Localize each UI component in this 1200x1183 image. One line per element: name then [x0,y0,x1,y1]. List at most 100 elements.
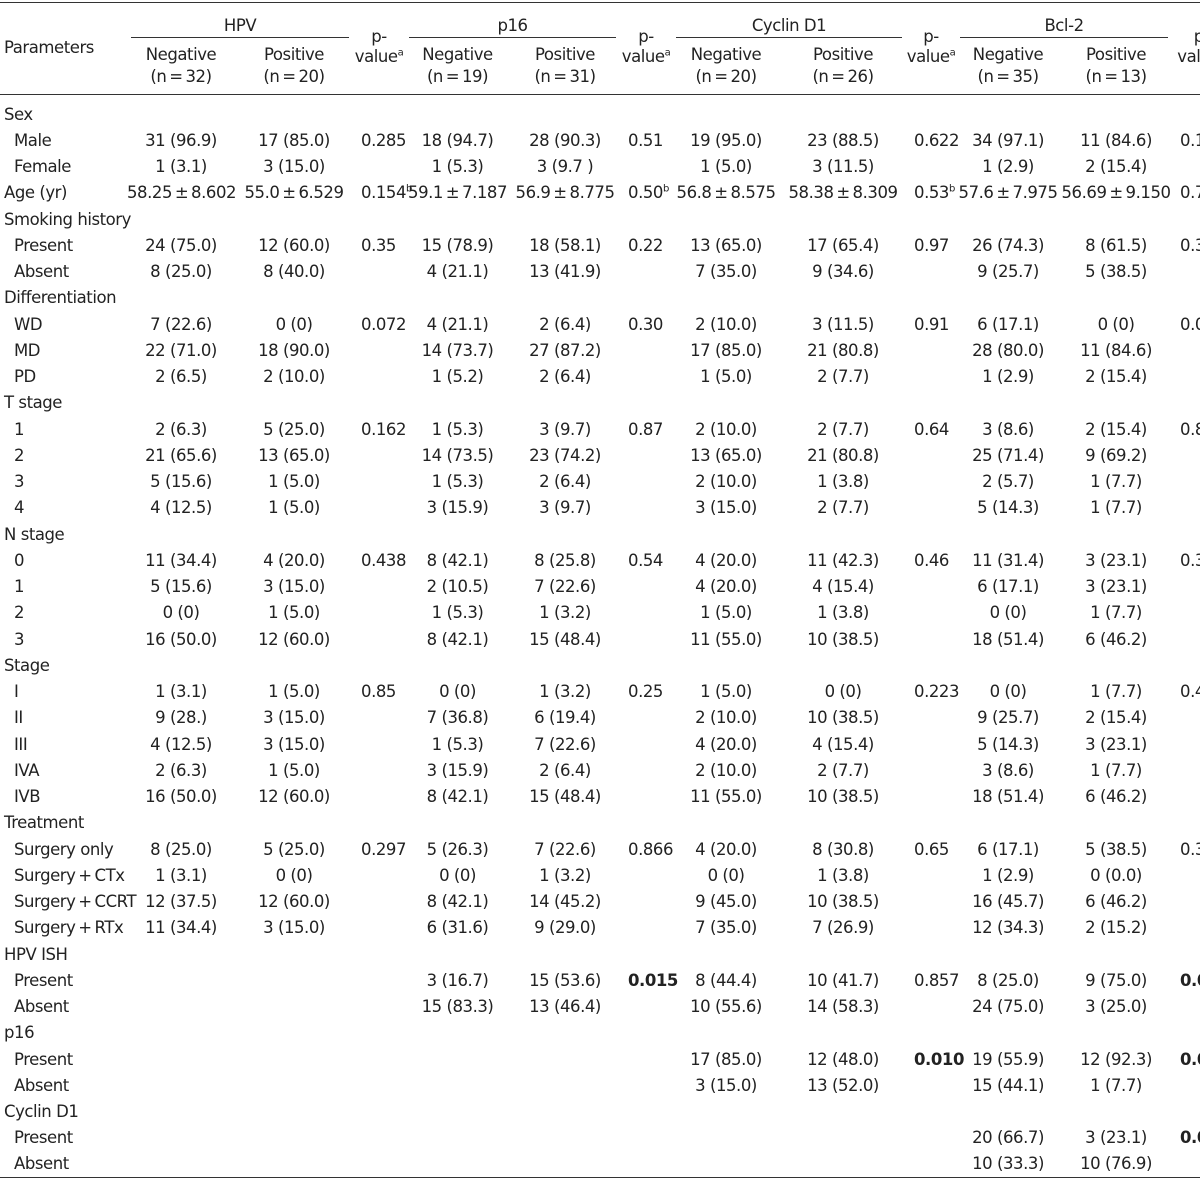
p-value-cell [620,652,672,678]
value-cell: 3 (23.1) [1085,1128,1147,1148]
value-cell [672,1020,780,1046]
value-cell: 2 (15.4) [1085,157,1147,177]
value-cell [780,1125,906,1151]
value-cell: 22 (71.0) [145,340,217,360]
value-cell: 10 (38.5) [807,708,879,728]
table-row: 1 2 (6.3) 5 (25.0) 0.162 1 (5.3) 3 (9.7) 0.87 2… [0,416,1200,442]
value-cell: 11 (84.6) [1080,340,1152,360]
value-cell [127,95,235,128]
p-value-cell [906,915,956,941]
value-cell: 3 (15.0) [263,734,325,754]
p-value-cell [1172,469,1200,495]
table-row: III 4 (12.5) 3 (15.0) 1 (5.3) 7 (22.6) 4 (20.… [0,731,1200,757]
value-cell: 14 (58.3) [807,997,879,1017]
p-value-cell [1172,495,1200,521]
p-value-cell: 0.09 [1180,314,1200,334]
value-cell: 1 (3.1) [155,865,207,885]
p-value-cell [620,889,672,915]
value-cell: 15 (48.4) [529,629,601,649]
value-cell: 8 (30.8) [812,839,874,859]
section-label: Smoking history [4,209,131,229]
value-cell: 1 (3.2) [539,603,591,623]
value-cell: 1 (5.2) [431,367,484,387]
group-header-bcl-2: Bcl-2 [956,3,1172,39]
value-cell: 6 (17.1) [977,314,1039,334]
p-value-cell: 0.46 [914,550,949,570]
p-value-cell [620,337,672,363]
value-cell: 1 (3.8) [817,865,869,885]
p-value-cell: 0.64 [914,419,949,439]
p-value-text: 0.53 [914,183,949,203]
value-cell: 8 (42.1) [426,892,489,912]
section-row: Stage [0,652,1200,678]
value-cell: 15 (53.6) [529,970,601,990]
value-cell: 12 (48.0) [807,1049,879,1069]
p-value-cell: 0.036 [1180,1049,1200,1069]
p-value-cell [1172,337,1200,363]
value-cell [510,1020,620,1046]
value-cell [1060,1099,1172,1125]
value-cell: 3 (15.9) [426,760,489,780]
p-value-cell [906,364,956,390]
table-row: Surgery + CTx 1 (3.1) 0 (0) 0 (0) 1 (3.2) 0 (… [0,862,1200,888]
value-cell: 1 (5.3) [431,603,484,623]
table-row: Present 17 (85.0) 12 (48.0) 0.010 19 (55.9) 1… [0,1046,1200,1072]
subheader-positive: Positive (n = 13) [1085,45,1147,86]
value-cell: 3 (15.0) [695,1075,757,1095]
p-value-cell: 0.11 [1180,130,1200,150]
value-cell: 9 (34.6) [812,262,874,282]
p-value-cell [353,442,405,468]
value-cell [672,652,780,678]
p-value-cell [620,495,672,521]
p-value-cell [906,941,956,967]
p-value-cell [1172,95,1200,128]
subheader-negative: Negative (n = 19) [422,45,493,86]
p-value-cell: 0.005 [1180,970,1200,990]
row-label: I [14,682,19,702]
table-row: 2 21 (65.6) 13 (65.0) 14 (73.5) 23 (74.2) 13 … [0,442,1200,468]
value-cell: 6 (31.6) [426,918,489,938]
p-value-cell: 0.87 [628,419,663,439]
value-cell: 2 (10.0) [263,367,325,387]
p-value-cell: 0.39 [1180,235,1200,255]
p-value-text: 0.154 [361,183,407,203]
p-value-cell [620,862,672,888]
value-cell: 14 (45.2) [529,892,601,912]
row-label: Absent [14,1075,69,1095]
value-cell: 1 (7.7) [1090,603,1142,623]
value-cell: 2 (6.4) [539,367,591,387]
value-cell: 0 (0) [275,314,313,334]
value-cell [510,206,620,232]
table-row: MD 22 (71.0) 18 (90.0) 14 (73.7) 27 (87.2) 17… [0,337,1200,363]
p-value-cell [906,757,956,783]
section-label: Treatment [4,813,84,833]
p-value-cell [620,95,672,128]
value-cell: 2 (7.7) [817,419,869,439]
value-cell [672,1151,780,1177]
p-value-cell: 0.072 [361,314,407,334]
p-value-cell: 0.332 [1180,839,1200,859]
value-cell: 9 (28.) [155,708,207,728]
p-value-cell [620,757,672,783]
value-cell [1060,521,1172,547]
value-cell [672,1099,780,1125]
value-cell: 4 (20.0) [263,550,325,570]
value-cell [235,1072,353,1098]
subheader-positive: Positive (n = 26) [812,45,874,86]
value-cell: 1 (3.8) [817,603,869,623]
p-value-cell [353,600,405,626]
value-cell: 21 (80.8) [807,445,879,465]
value-cell: 5 (26.3) [426,839,489,859]
table-row: Male 31 (96.9) 17 (85.0) 0.285 18 (94.7) 28 (… [0,127,1200,153]
p-value-cell [353,154,405,180]
pvalue-header: p-valuea [1177,27,1200,66]
row-label: 2 [14,603,25,623]
value-cell: 4 (20.0) [695,550,757,570]
value-cell: 7 (22.6) [150,314,212,334]
table-row: Present 24 (75.0) 12 (60.0) 0.35 15 (78.9) 18… [0,232,1200,258]
p-value-cell [906,705,956,731]
value-cell: 11 (84.6) [1080,130,1152,150]
value-cell [127,1151,235,1177]
value-cell [1060,652,1172,678]
